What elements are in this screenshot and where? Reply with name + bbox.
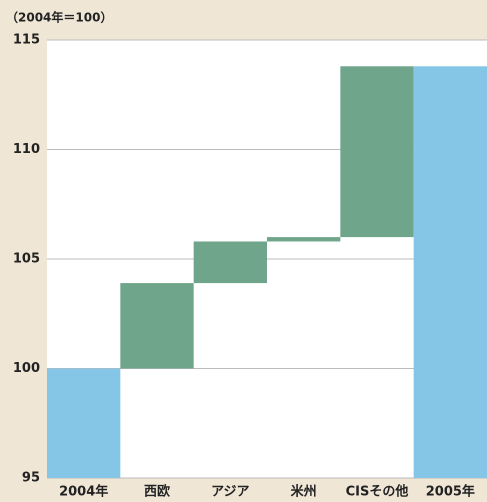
x-tick-label: CISその他 (346, 484, 409, 500)
x-tick-label: 西欧 (144, 484, 170, 500)
increase-bar (193, 241, 267, 284)
x-tick-label: 米州 (291, 484, 317, 500)
total-bar (413, 66, 487, 478)
y-tick-label: 95 (22, 471, 40, 486)
increase-bar (267, 237, 341, 242)
x-tick-label: アジア (211, 485, 249, 500)
increase-bar (120, 283, 194, 369)
increase-bar (340, 66, 414, 238)
y-tick-label: 115 (13, 33, 40, 48)
x-tick-label: 2005年 (426, 484, 475, 500)
x-tick-label: 2004年 (59, 484, 108, 500)
y-axis-label: （2004年＝100） (6, 10, 112, 25)
y-tick-label: 100 (13, 361, 40, 376)
total-bar (47, 368, 121, 478)
y-tick-label: 110 (13, 142, 40, 157)
y-tick-label: 105 (13, 252, 40, 267)
